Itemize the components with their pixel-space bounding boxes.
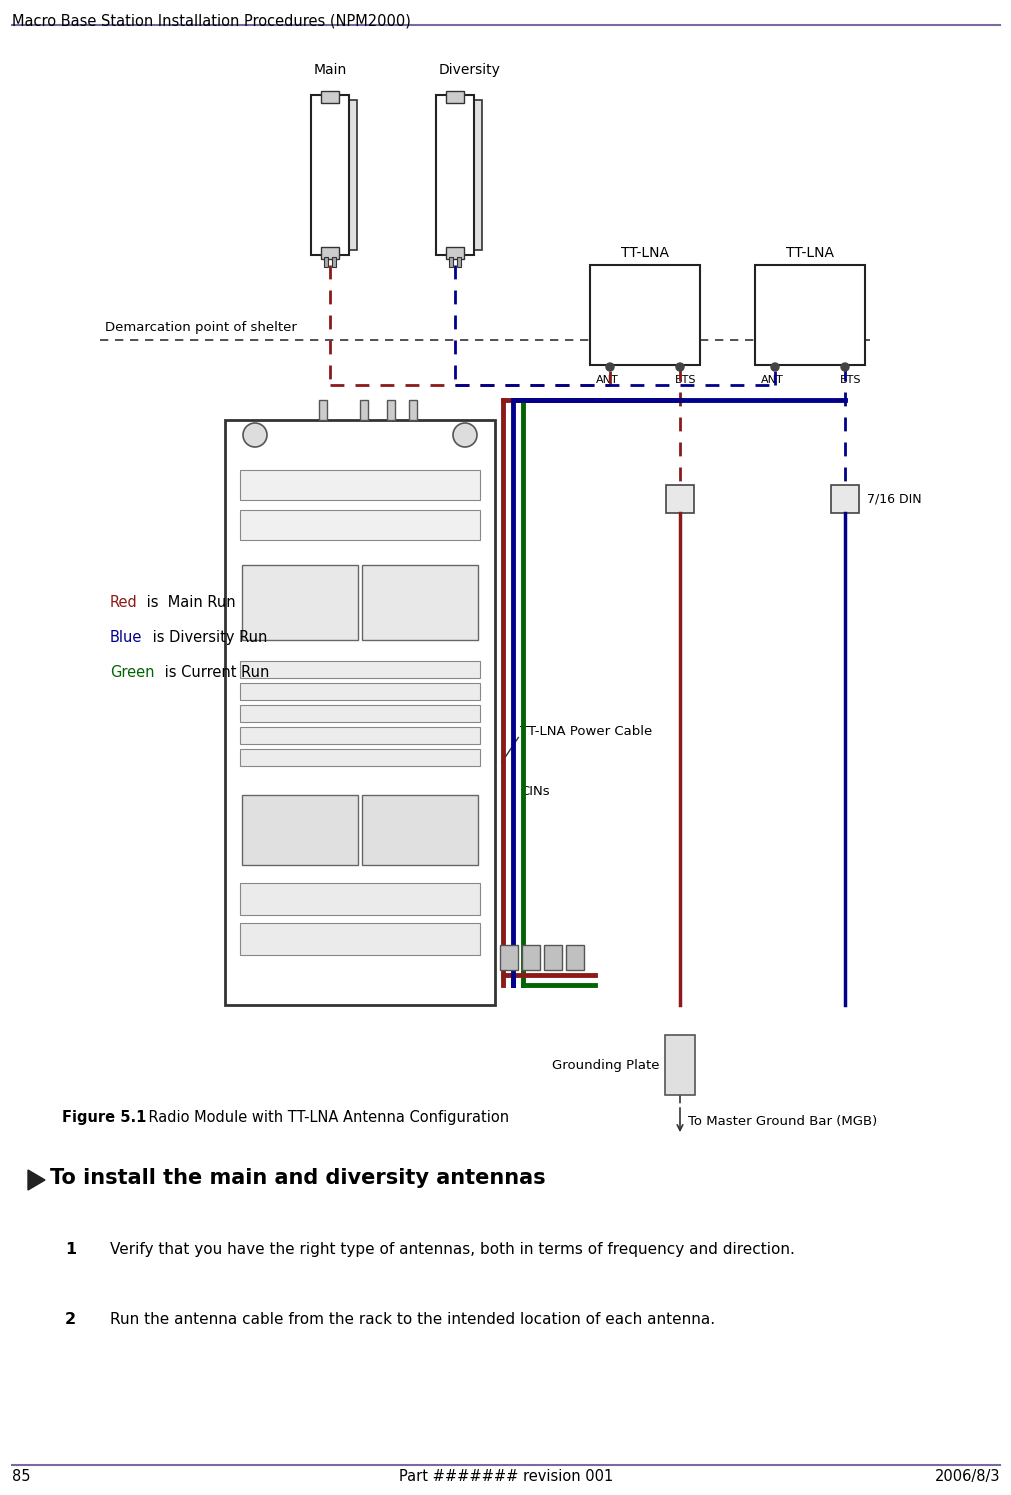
Text: TT-LNA: TT-LNA <box>786 247 833 260</box>
Text: 2006/8/3: 2006/8/3 <box>933 1470 999 1485</box>
Bar <box>386 401 394 420</box>
Polygon shape <box>28 1171 44 1190</box>
Bar <box>242 565 358 640</box>
Bar <box>522 945 540 970</box>
Bar <box>362 795 477 866</box>
Text: 7/16 DIN: 7/16 DIN <box>866 492 921 505</box>
Bar <box>240 884 479 915</box>
Bar <box>457 257 461 268</box>
Bar <box>360 401 368 420</box>
Circle shape <box>840 363 848 371</box>
Text: Radio Module with TT-LNA Antenna Configuration: Radio Module with TT-LNA Antenna Configu… <box>129 1109 509 1126</box>
Bar <box>240 922 479 955</box>
Text: TT-LNA: TT-LNA <box>621 247 668 260</box>
Bar <box>664 1035 695 1094</box>
Bar <box>240 706 479 722</box>
Bar <box>240 727 479 745</box>
Bar <box>240 661 479 679</box>
Bar <box>347 100 357 250</box>
Bar <box>446 247 463 259</box>
Bar <box>320 91 339 103</box>
Bar <box>449 257 453 268</box>
Bar <box>224 420 494 1005</box>
Bar <box>830 484 858 513</box>
Circle shape <box>606 363 614 371</box>
Text: Macro Base Station Installation Procedures (NPM2000): Macro Base Station Installation Procedur… <box>12 13 410 28</box>
Bar <box>324 257 328 268</box>
Text: Green: Green <box>110 665 155 680</box>
Text: Main: Main <box>313 63 347 78</box>
Text: is Diversity Run: is Diversity Run <box>148 629 267 644</box>
Bar <box>544 945 561 970</box>
Text: ANT: ANT <box>760 375 783 386</box>
Text: 85: 85 <box>12 1470 30 1485</box>
Bar <box>471 100 481 250</box>
Text: To Master Ground Bar (MGB): To Master Ground Bar (MGB) <box>687 1115 877 1129</box>
Bar <box>565 945 583 970</box>
Text: 1: 1 <box>65 1242 76 1257</box>
Text: Blue: Blue <box>110 629 143 644</box>
Text: Grounding Plate: Grounding Plate <box>552 1058 659 1072</box>
Bar <box>408 401 417 420</box>
Text: is Current Run: is Current Run <box>160 665 269 680</box>
Text: To install the main and diversity antennas: To install the main and diversity antenn… <box>50 1168 545 1189</box>
Text: Diversity: Diversity <box>439 63 500 78</box>
Bar <box>362 565 477 640</box>
Text: CINs: CINs <box>520 785 549 798</box>
Bar <box>754 265 864 365</box>
Text: Verify that you have the right type of antennas, both in terms of frequency and : Verify that you have the right type of a… <box>110 1242 794 1257</box>
Text: Demarcation point of shelter: Demarcation point of shelter <box>105 321 296 333</box>
Circle shape <box>243 423 267 447</box>
Bar <box>240 683 479 700</box>
Bar <box>320 247 339 259</box>
Bar <box>499 945 518 970</box>
Text: TT-LNA Power Cable: TT-LNA Power Cable <box>520 725 652 739</box>
Text: Run the antenna cable from the rack to the intended location of each antenna.: Run the antenna cable from the rack to t… <box>110 1313 715 1328</box>
Text: Part ####### revision 001: Part ####### revision 001 <box>398 1470 613 1485</box>
Circle shape <box>770 363 778 371</box>
Bar <box>436 96 473 256</box>
Bar <box>446 91 463 103</box>
Bar <box>240 510 479 540</box>
Bar <box>319 401 328 420</box>
Circle shape <box>675 363 683 371</box>
Text: Red: Red <box>110 595 137 610</box>
Text: BTS: BTS <box>674 375 696 386</box>
Text: BTS: BTS <box>839 375 860 386</box>
Bar <box>242 795 358 866</box>
Bar <box>310 96 349 256</box>
Text: Figure 5.1: Figure 5.1 <box>62 1109 147 1126</box>
Text: is  Main Run: is Main Run <box>142 595 236 610</box>
Bar <box>665 484 694 513</box>
Bar <box>240 749 479 765</box>
Text: ANT: ANT <box>595 375 618 386</box>
Bar <box>332 257 336 268</box>
Bar <box>589 265 700 365</box>
Bar <box>240 469 479 499</box>
Text: 2: 2 <box>65 1313 76 1328</box>
Circle shape <box>453 423 476 447</box>
